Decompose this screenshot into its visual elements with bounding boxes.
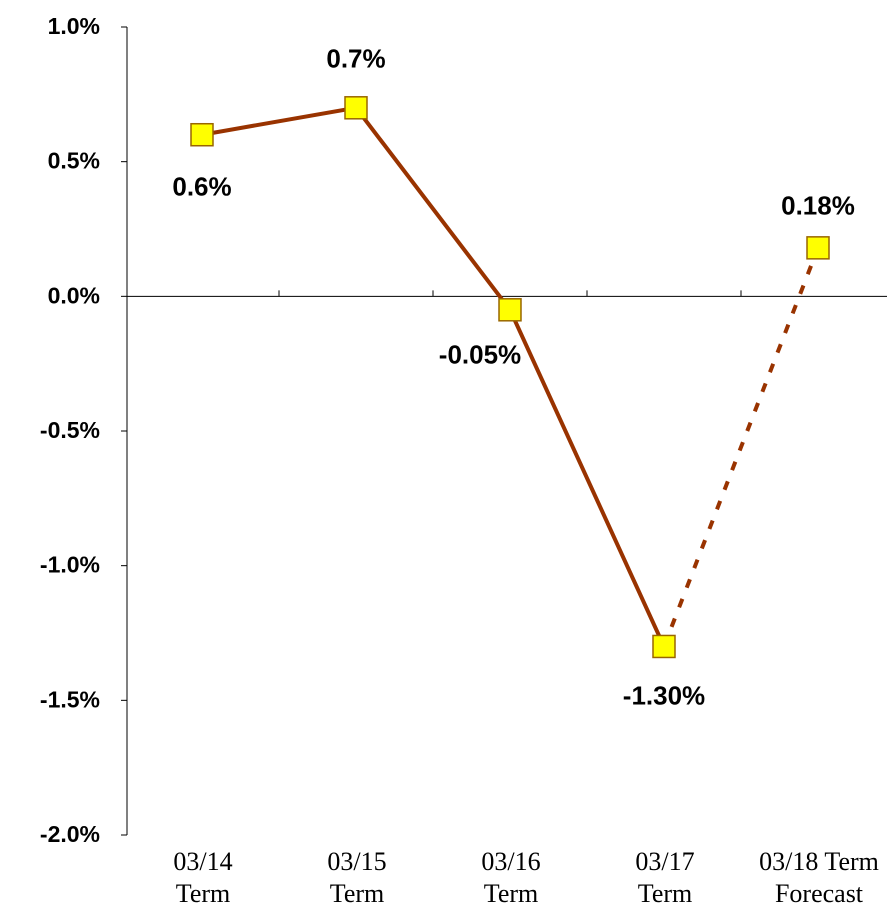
y-tick-label: 1.0% (48, 13, 100, 39)
y-tick-label: -0.5% (40, 417, 100, 443)
marker (652, 634, 676, 659)
marker (806, 236, 830, 260)
x-tick-label: 03/14 Term (173, 847, 233, 908)
x-tick-label: 03/15 Term (327, 847, 387, 908)
line (201, 105, 666, 648)
y-tick-label: 0.0% (48, 282, 100, 308)
y-tick-label: -2.0% (40, 821, 100, 847)
y-tick-label: -1.5% (40, 686, 100, 712)
data-label: -1.30% (623, 680, 705, 710)
marker (344, 96, 368, 120)
data-label: 0.7% (326, 44, 385, 74)
x-tick-label: 03/16 Term (481, 847, 541, 908)
y-tick-label: -1.0% (40, 552, 100, 578)
x-tick-label: 03/17 Term (635, 847, 695, 908)
marker (498, 298, 522, 322)
y-tick-label: 0.5% (48, 148, 100, 174)
marker (190, 122, 214, 147)
data-label: -0.05% (439, 340, 521, 370)
data-label: 0.6% (172, 172, 231, 202)
forecast-line (662, 247, 820, 648)
x-tick-label: 03/18 Term Forecast (759, 847, 879, 908)
data-label: 0.18% (781, 191, 855, 221)
